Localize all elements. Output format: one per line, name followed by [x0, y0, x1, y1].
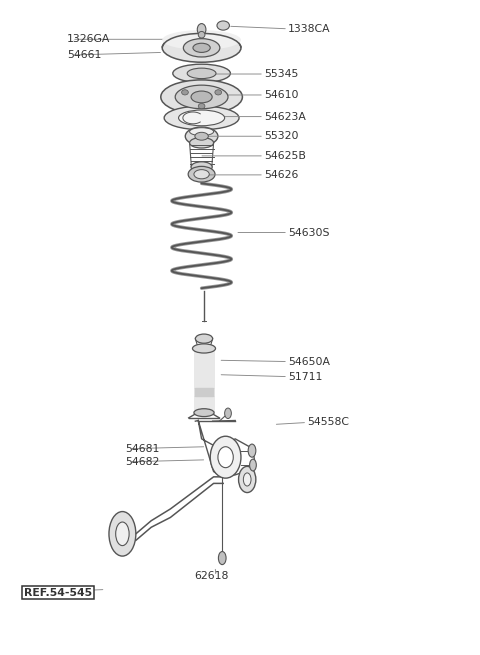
- Ellipse shape: [183, 39, 220, 57]
- Ellipse shape: [109, 512, 136, 556]
- Ellipse shape: [173, 64, 230, 83]
- Ellipse shape: [190, 138, 214, 148]
- Ellipse shape: [197, 24, 206, 35]
- Ellipse shape: [218, 552, 226, 565]
- Ellipse shape: [217, 21, 229, 30]
- Ellipse shape: [191, 91, 212, 103]
- Text: 54558C: 54558C: [307, 417, 349, 428]
- Ellipse shape: [188, 166, 215, 182]
- Ellipse shape: [194, 170, 209, 179]
- Ellipse shape: [193, 43, 210, 52]
- Text: 54625B: 54625B: [264, 151, 306, 161]
- Ellipse shape: [175, 85, 228, 109]
- Text: 54681: 54681: [125, 443, 159, 454]
- Text: 62618: 62618: [194, 571, 228, 582]
- Ellipse shape: [162, 30, 241, 50]
- Text: 54650A: 54650A: [288, 356, 330, 367]
- Ellipse shape: [248, 444, 256, 457]
- Ellipse shape: [225, 408, 231, 419]
- Ellipse shape: [187, 68, 216, 79]
- Ellipse shape: [164, 106, 239, 130]
- Ellipse shape: [210, 436, 241, 478]
- Text: 55345: 55345: [264, 69, 299, 79]
- Ellipse shape: [194, 409, 214, 417]
- Ellipse shape: [190, 128, 214, 136]
- Ellipse shape: [215, 90, 222, 95]
- Ellipse shape: [198, 103, 205, 109]
- Ellipse shape: [161, 80, 242, 114]
- Ellipse shape: [195, 334, 213, 343]
- Ellipse shape: [192, 344, 216, 353]
- Ellipse shape: [198, 31, 205, 38]
- Polygon shape: [195, 348, 213, 413]
- Ellipse shape: [116, 522, 129, 546]
- Ellipse shape: [250, 459, 256, 471]
- Text: REF.54-545: REF.54-545: [24, 588, 92, 598]
- Text: 54661: 54661: [67, 50, 102, 60]
- Ellipse shape: [218, 447, 233, 468]
- Text: 54630S: 54630S: [288, 227, 329, 238]
- Text: 1326GA: 1326GA: [67, 34, 110, 45]
- Polygon shape: [195, 388, 213, 396]
- Text: 55320: 55320: [264, 131, 299, 141]
- Text: 54682: 54682: [125, 457, 159, 467]
- Text: 54623A: 54623A: [264, 111, 306, 122]
- Ellipse shape: [243, 473, 251, 486]
- Ellipse shape: [179, 110, 225, 126]
- Ellipse shape: [181, 90, 188, 95]
- Ellipse shape: [185, 127, 218, 145]
- Ellipse shape: [191, 162, 212, 172]
- Text: 1338CA: 1338CA: [288, 24, 331, 34]
- Text: 51711: 51711: [288, 371, 323, 382]
- Ellipse shape: [195, 132, 208, 140]
- Text: 54610: 54610: [264, 90, 299, 100]
- Ellipse shape: [239, 466, 256, 493]
- Ellipse shape: [162, 33, 241, 62]
- Text: 54626: 54626: [264, 170, 299, 180]
